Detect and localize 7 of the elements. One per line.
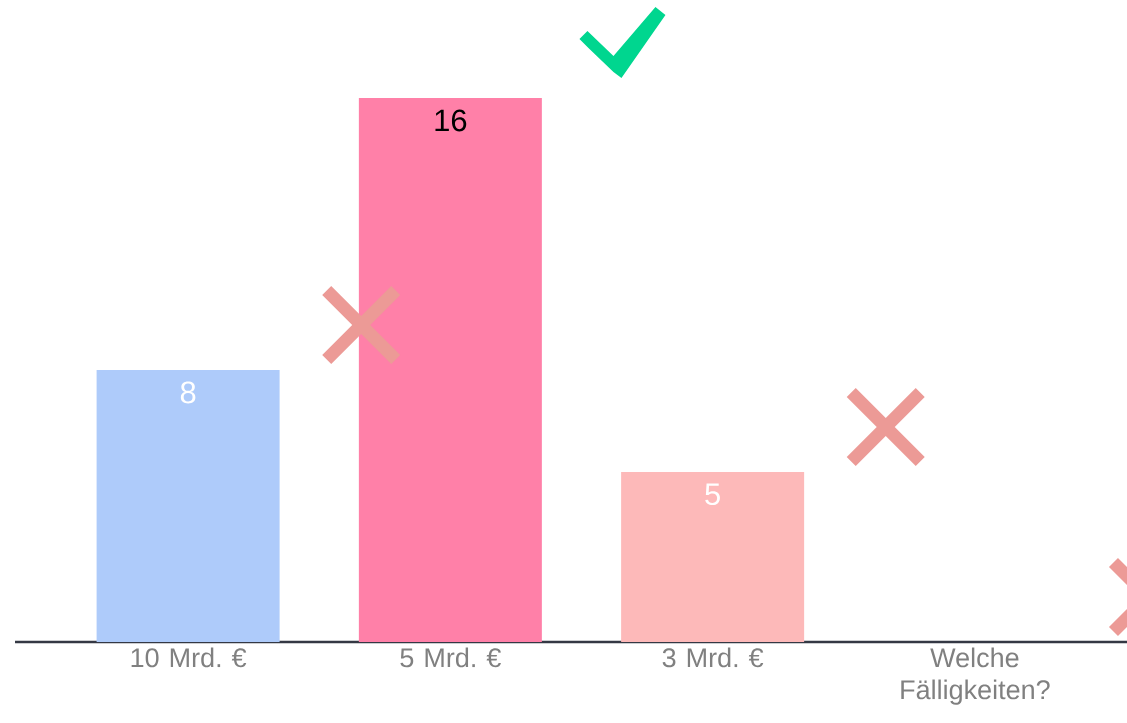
x-tick-label: 5 Mrd. € xyxy=(400,647,501,668)
data-label: 5 xyxy=(705,483,720,506)
data-label: 8 xyxy=(180,381,196,404)
x-tick-label: Welche Fälligkeiten? xyxy=(901,647,1050,705)
x-tick-label: 3 Mrd. € xyxy=(662,647,764,668)
data-label: 16 xyxy=(435,109,467,132)
x-tick-label: 10 Mrd. € xyxy=(131,647,247,668)
